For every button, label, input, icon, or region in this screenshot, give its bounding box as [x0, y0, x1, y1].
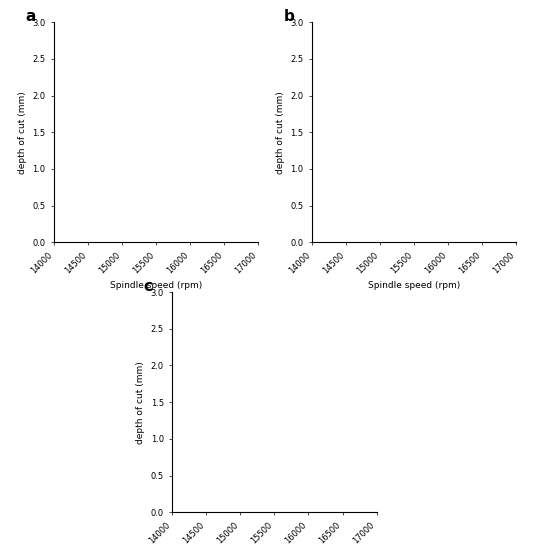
Y-axis label: depth of cut (mm): depth of cut (mm) — [276, 91, 285, 174]
Y-axis label: depth of cut (mm): depth of cut (mm) — [136, 361, 145, 444]
Text: c: c — [144, 279, 153, 294]
Y-axis label: depth of cut (mm): depth of cut (mm) — [18, 91, 27, 174]
X-axis label: Spindle speed (rpm): Spindle speed (rpm) — [368, 282, 461, 290]
Text: b: b — [284, 9, 294, 24]
X-axis label: Spindle speed (rpm): Spindle speed (rpm) — [110, 282, 202, 290]
Text: a: a — [25, 9, 36, 24]
